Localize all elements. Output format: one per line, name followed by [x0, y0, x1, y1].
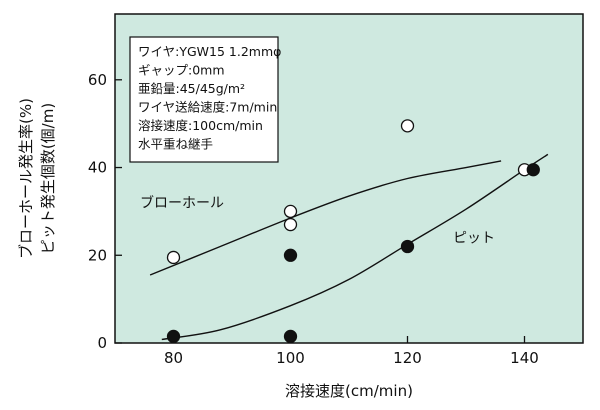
x-tick-label: 100: [276, 349, 305, 367]
x-axis-title: 溶接速度(cm/min): [285, 382, 413, 400]
pit-curve-label: ピット: [453, 231, 495, 247]
y-axis-title-line-2: ピット発生個数(個/m): [39, 103, 57, 254]
y-tick-label: 60: [88, 71, 107, 89]
pit-trend-curve: [161, 153, 549, 341]
data-points: [166, 119, 540, 344]
blowhole-point: [283, 217, 298, 232]
pit-point: [283, 329, 298, 344]
condition-line-5: 溶接速度:100cm/min: [138, 118, 263, 133]
condition-line-4: ワイヤ送給速度:7m/min: [138, 100, 277, 115]
conditions-box: ワイヤ:YGW15 1.2mmφ ギャップ:0mm 亜鉛量:45/45g/m² …: [129, 36, 281, 163]
pit-point: [400, 239, 415, 254]
condition-line-1: ワイヤ:YGW15 1.2mmφ: [138, 44, 281, 59]
blowhole-curve-label: ブローホール: [140, 195, 224, 212]
pit-point: [526, 163, 540, 177]
y-tick-label: 0: [97, 334, 107, 352]
blowhole-trend-curve: [149, 160, 502, 276]
condition-line-3: 亜鉛量:45/45g/m²: [138, 81, 245, 96]
x-tick-label: 140: [510, 349, 539, 367]
blowhole-point: [166, 250, 181, 265]
blowhole-point: [400, 119, 415, 133]
pit-point: [283, 248, 298, 262]
condition-line-6: 水平重ね継手: [138, 137, 213, 152]
y-tick-label: 20: [88, 246, 107, 264]
trend-curves: [149, 153, 549, 341]
y-axis-title-line-1: ブローホール発生率(%): [17, 98, 35, 259]
y-tick-label: 40: [88, 159, 107, 177]
axes: 80 100 120 140 0 20 40 60: [88, 71, 539, 367]
x-tick-label: 80: [164, 349, 183, 367]
blowhole-point: [283, 204, 298, 219]
pit-point: [166, 329, 181, 344]
conditions-frame: [129, 36, 279, 163]
condition-line-2: ギャップ:0mm: [138, 63, 225, 78]
x-tick-label: 120: [393, 349, 422, 367]
